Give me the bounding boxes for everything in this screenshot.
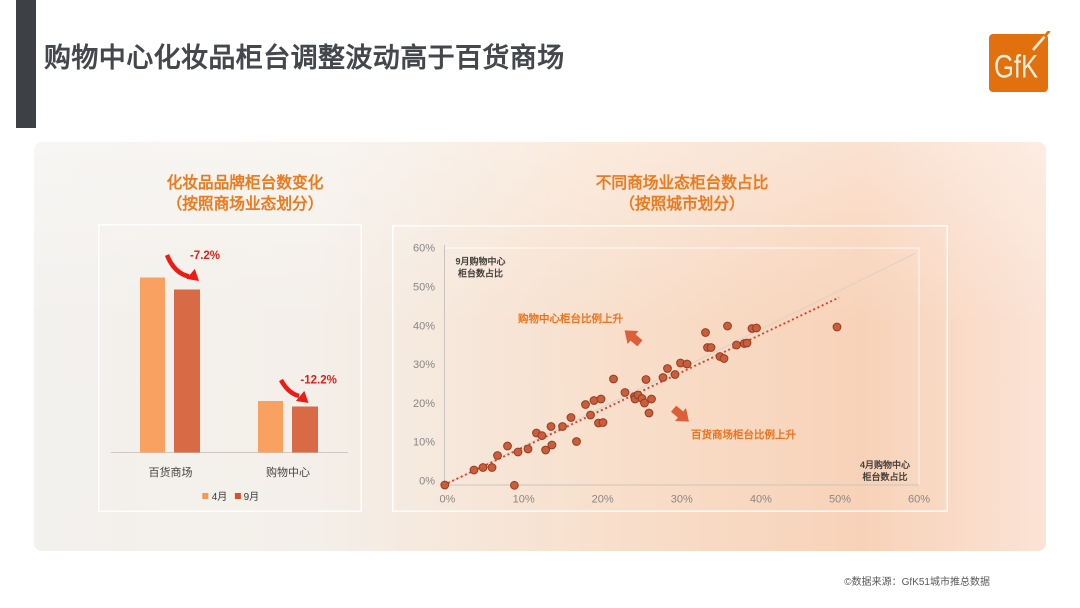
svg-text:百货商场: 百货商场 (149, 465, 193, 479)
svg-text:购物中心柜台比例上升: 购物中心柜台比例上升 (518, 312, 623, 325)
svg-text:-7.2%: -7.2% (190, 250, 220, 262)
svg-text:购物中心: 购物中心 (266, 465, 310, 479)
svg-text:50%: 50% (829, 494, 851, 506)
svg-text:4月购物中心: 4月购物中心 (860, 459, 910, 470)
svg-text:60%: 60% (908, 494, 930, 506)
svg-text:30%: 30% (413, 359, 435, 371)
svg-text:40%: 40% (413, 320, 435, 332)
svg-text:9月: 9月 (244, 491, 260, 503)
svg-text:60%: 60% (413, 243, 435, 255)
svg-text:柜台数占比: 柜台数占比 (457, 267, 503, 278)
svg-text:10%: 10% (513, 494, 535, 506)
svg-text:9月购物中心: 9月购物中心 (455, 256, 505, 267)
svg-text:0%: 0% (439, 494, 455, 506)
svg-text:20%: 20% (413, 398, 435, 410)
svg-text:-12.2%: -12.2% (300, 375, 336, 387)
svg-text:10%: 10% (413, 437, 435, 449)
svg-text:50%: 50% (413, 282, 435, 294)
svg-text:40%: 40% (750, 494, 772, 506)
svg-text:0%: 0% (419, 476, 435, 488)
svg-text:4月: 4月 (212, 491, 228, 503)
svg-text:百货商场柜台比例上升: 百货商场柜台比例上升 (691, 428, 796, 441)
svg-text:柜台数占比: 柜台数占比 (861, 471, 907, 482)
svg-text:GfK: GfK (994, 50, 1038, 85)
svg-text:20%: 20% (592, 494, 614, 506)
svg-text:30%: 30% (671, 494, 693, 506)
